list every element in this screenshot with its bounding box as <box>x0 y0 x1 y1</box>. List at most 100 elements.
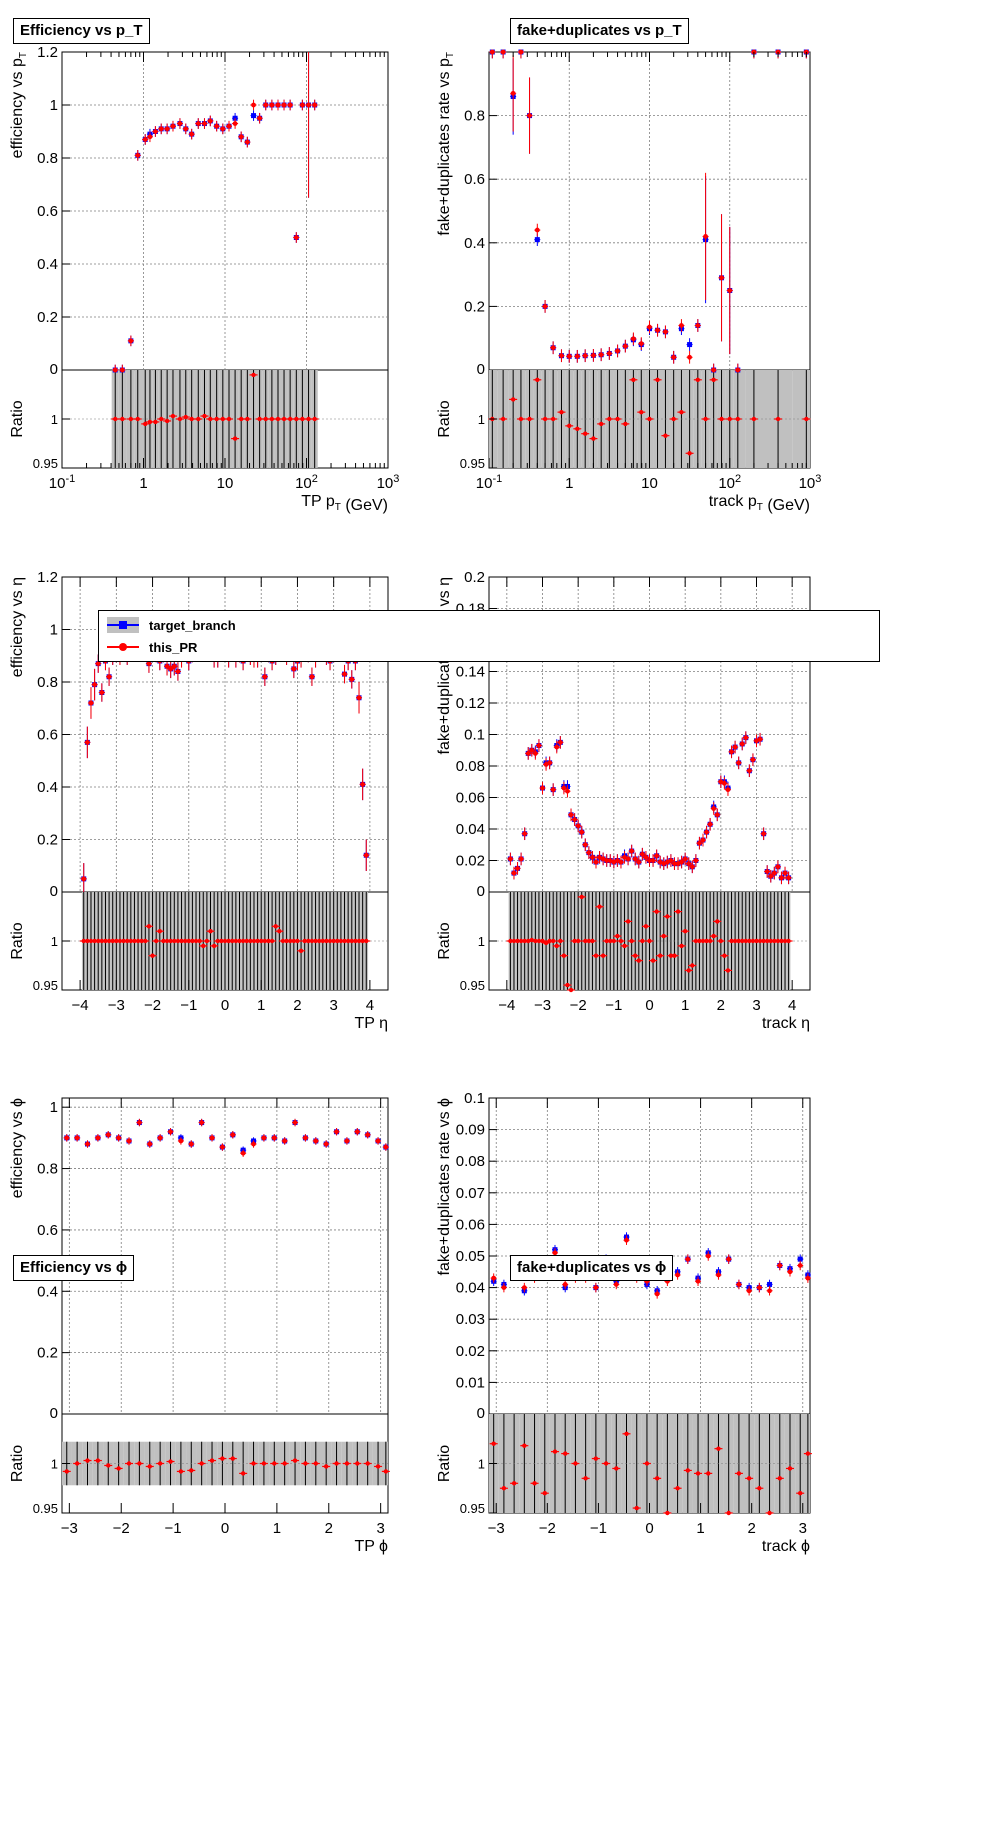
this-pr-point <box>655 327 660 333</box>
ratio-axis-title: Ratio <box>9 400 26 437</box>
ratio-point <box>600 953 606 958</box>
this-pr-point <box>554 744 560 750</box>
this-pr-point <box>207 118 213 124</box>
xtick-label: 102 <box>295 473 318 492</box>
this-pr-point <box>510 90 516 96</box>
ratio-point <box>679 409 684 415</box>
this-pr-point <box>726 1256 732 1262</box>
ratio-point <box>554 943 559 949</box>
ratio-ytick-label: 0.95 <box>33 978 58 993</box>
this-pr-point <box>126 1138 132 1144</box>
this-pr-point <box>750 757 756 763</box>
this-pr-point <box>647 858 652 863</box>
ratio-point <box>126 1461 132 1466</box>
xtick-label: 103 <box>377 473 400 492</box>
ratio-point <box>551 938 556 944</box>
this-pr-point <box>88 700 94 706</box>
this-pr-point <box>135 152 141 158</box>
y-axis-title: fake+duplicates rate vs η <box>436 577 453 754</box>
ytick-label: 0.2 <box>37 1345 58 1362</box>
this-pr-point <box>756 1285 762 1290</box>
this-pr-point <box>757 736 763 742</box>
xtick-label: 4 <box>366 997 374 1014</box>
ratio-point <box>707 938 713 944</box>
this-pr-point <box>95 661 101 667</box>
ytick-label: 1.2 <box>37 569 58 586</box>
ratio-point <box>615 416 620 422</box>
this-pr-point <box>550 345 556 351</box>
ytick-label: 0.12 <box>456 695 485 712</box>
ytick-label: 0.1 <box>464 1090 485 1107</box>
ratio-point <box>563 1451 568 1456</box>
this-pr-point <box>306 102 311 108</box>
ratio-point <box>532 1481 537 1486</box>
ratio-point <box>303 1461 308 1466</box>
xtick-label: −1 <box>180 997 197 1014</box>
ratio-point <box>665 914 670 919</box>
this-pr-point <box>746 1288 752 1294</box>
this-pr-point <box>559 353 564 359</box>
ratio-point <box>622 943 627 949</box>
ratio-point <box>177 416 183 422</box>
ratio-point <box>201 943 206 949</box>
this-pr-point <box>525 751 531 756</box>
legend-pr-symbol <box>107 639 139 655</box>
ratio-point <box>375 1464 381 1469</box>
ratio-point <box>292 1458 298 1463</box>
this-pr-point <box>195 121 201 126</box>
ratio-point <box>540 938 545 944</box>
this-pr-point <box>220 126 226 132</box>
this-pr-point <box>522 831 528 837</box>
this-pr-point <box>177 121 183 126</box>
ratio-point <box>153 938 159 944</box>
this-pr-point <box>711 806 717 811</box>
ratio-point <box>143 421 148 427</box>
ratio-point <box>189 416 194 422</box>
this-pr-point <box>112 367 118 373</box>
ratio-point <box>695 1471 701 1476</box>
this-pr-point <box>303 1135 308 1141</box>
this-pr-point <box>598 352 604 358</box>
ratio-point <box>522 1443 527 1448</box>
this-pr-point <box>99 690 105 695</box>
this-pr-point <box>529 747 535 753</box>
ytick-label: 0.8 <box>37 150 58 167</box>
xtick-label: 2 <box>325 1520 333 1537</box>
ytick-label: 0.02 <box>456 853 485 870</box>
this-pr-point <box>606 351 612 356</box>
this-pr-point <box>650 858 656 863</box>
this-pr-point <box>705 1253 711 1259</box>
ytick-label: 0.8 <box>37 1161 58 1178</box>
ratio-point <box>113 416 118 422</box>
ratio-point <box>240 1471 246 1476</box>
xtick-label: 2 <box>717 997 725 1014</box>
this-pr-point <box>281 102 287 108</box>
ytick-label: 0.08 <box>456 1153 485 1170</box>
this-pr-point <box>562 1282 568 1287</box>
this-pr-point <box>313 1138 319 1144</box>
ratio-point <box>245 416 250 422</box>
xtick-label: 10 <box>217 475 234 492</box>
ratio-point <box>685 1468 691 1473</box>
ratio-point <box>137 1461 142 1466</box>
this-pr-point <box>574 353 580 359</box>
this-pr-point <box>214 123 220 129</box>
xtick-label: −4 <box>498 997 515 1014</box>
this-pr-point <box>226 123 232 129</box>
ratio-point <box>611 938 617 944</box>
title-efficiency-pt: Efficiency vs p_T <box>13 18 150 44</box>
this-pr-point <box>693 858 699 863</box>
this-pr-point <box>714 812 720 818</box>
this-pr-point <box>244 139 250 145</box>
xtick-label: 0 <box>645 997 653 1014</box>
this-pr-point <box>722 780 727 786</box>
this-pr-point <box>291 666 297 672</box>
ratio-point <box>559 409 564 415</box>
this-pr-point <box>647 324 652 330</box>
ratio-point <box>365 1461 370 1466</box>
this-pr-point <box>625 856 631 862</box>
ytick-label: 0.02 <box>456 1343 485 1360</box>
ytick-label: 0.01 <box>456 1374 485 1391</box>
this-pr-point <box>158 126 164 132</box>
this-pr-point <box>743 735 749 741</box>
